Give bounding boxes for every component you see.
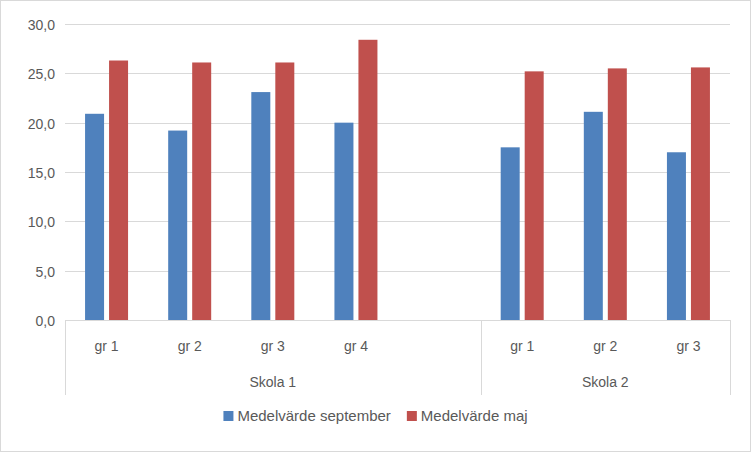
bar [251, 92, 270, 320]
x-tick-label: gr 2 [178, 338, 202, 354]
bar [275, 62, 294, 320]
x-axis-line [65, 320, 730, 321]
bar [525, 71, 544, 320]
y-tick-label: 20,0 [28, 116, 55, 132]
x-tick-label: gr 4 [344, 338, 368, 354]
bar [608, 68, 627, 320]
bar [667, 152, 686, 320]
bars [85, 40, 710, 320]
x-tick-label: gr 3 [676, 338, 700, 354]
y-tick-label: 5,0 [36, 264, 56, 280]
bar [501, 147, 520, 320]
grid-line [65, 73, 730, 74]
group-separator [65, 320, 66, 395]
grid-line [65, 271, 730, 272]
bar [168, 131, 187, 320]
legend-swatch [407, 411, 417, 421]
bar [358, 40, 377, 320]
y-tick-label: 30,0 [28, 17, 55, 33]
y-tick-label: 15,0 [28, 165, 55, 181]
x-tick-label: gr 1 [510, 338, 534, 354]
legend: Medelvärde september Medelvärde maj [223, 407, 527, 424]
legend-swatch [223, 411, 233, 421]
x-tick-label: gr 3 [261, 338, 285, 354]
bar [192, 62, 211, 320]
grid-line [65, 24, 730, 25]
group-label: Skola 2 [582, 374, 629, 390]
grid-line [65, 123, 730, 124]
bar [691, 67, 710, 320]
grid-line [65, 320, 730, 321]
bar [109, 61, 128, 320]
group-label: Skola 1 [249, 374, 296, 390]
legend-label: Medelvärde maj [421, 407, 528, 424]
y-tick-label: 0,0 [36, 313, 56, 329]
legend-label: Medelvärde september [237, 407, 390, 424]
bar [334, 123, 353, 320]
y-tick-label: 25,0 [28, 66, 55, 82]
chart-border [1, 1, 751, 452]
bar [85, 114, 104, 320]
chart: 0,0 5,0 10,0 15,0 20,0 25,0 30,0 gr 1 gr 2 gr 3 gr… [0, 0, 751, 452]
grid-line [65, 221, 730, 222]
bar [584, 112, 603, 320]
x-tick-label: gr 1 [95, 338, 119, 354]
group-separator [481, 320, 482, 395]
group-separator [730, 320, 731, 395]
x-tick-label: gr 2 [593, 338, 617, 354]
y-tick-label: 10,0 [28, 214, 55, 230]
grid-line [65, 172, 730, 173]
